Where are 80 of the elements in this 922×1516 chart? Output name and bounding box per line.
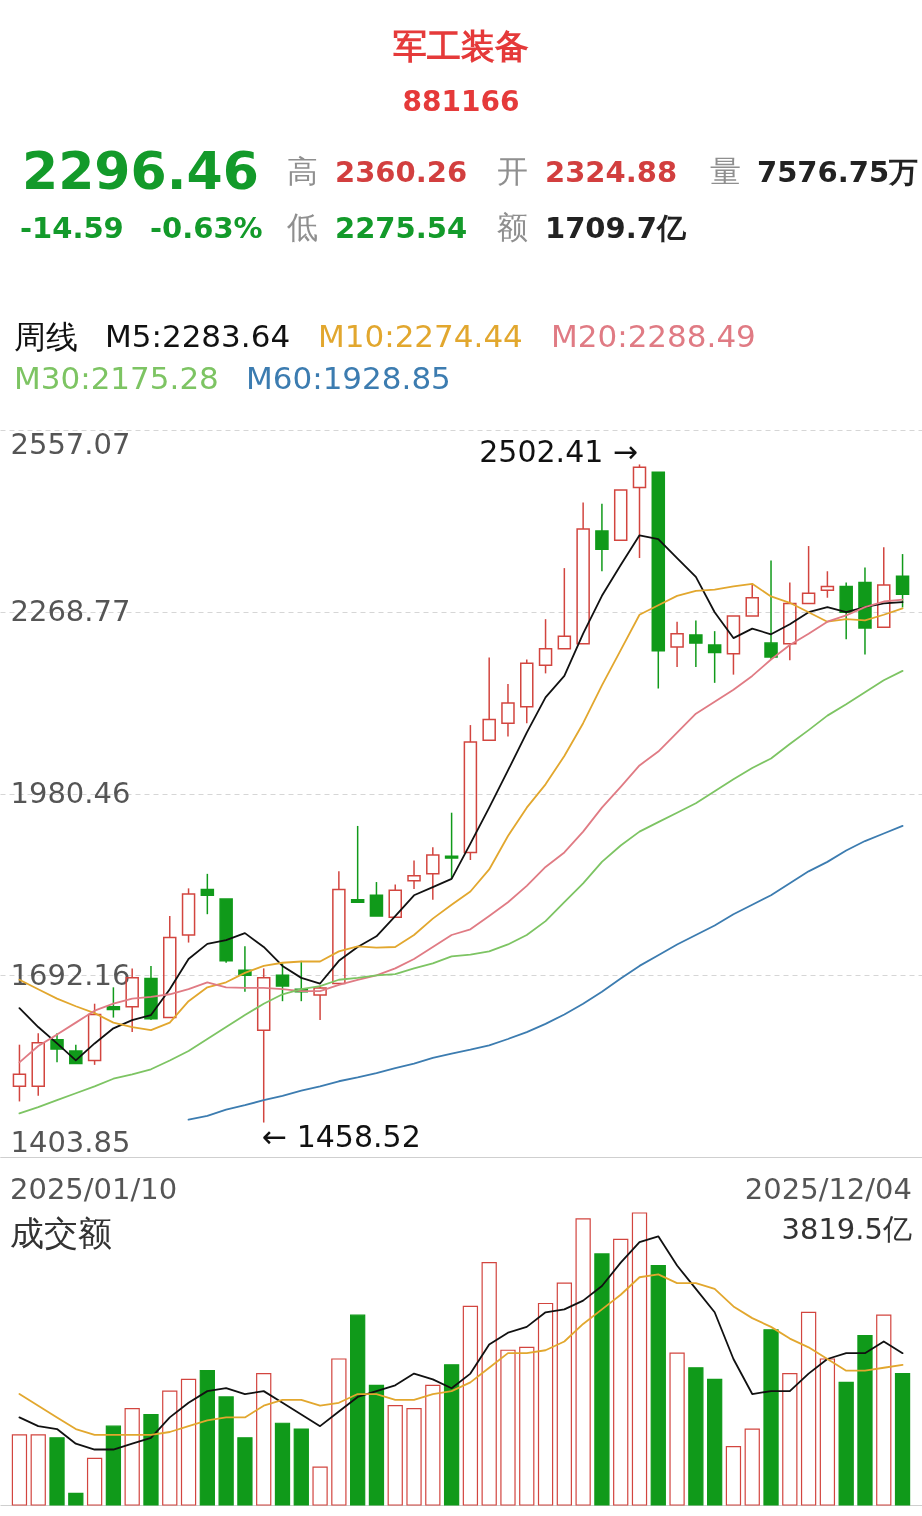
text: M30:2175.28 [14, 360, 219, 396]
bar [556, 1282, 572, 1506]
bar [763, 1329, 779, 1506]
text: 量 [710, 153, 741, 189]
bar [725, 1446, 742, 1506]
text: 7576.75万 [757, 155, 919, 189]
text: 2296.46 [22, 141, 259, 201]
bar [293, 1428, 309, 1506]
text: -14.59 [20, 211, 124, 245]
bar [519, 1346, 535, 1506]
bar [707, 1378, 723, 1506]
y-tick-label: 1403.85 [10, 1124, 131, 1159]
bar [631, 1212, 648, 1506]
bar [462, 1305, 479, 1506]
bar [274, 1422, 291, 1506]
text: 高 [287, 153, 318, 189]
bar [594, 1253, 610, 1506]
chart-title: 军工装备 [393, 26, 529, 66]
bar [443, 1364, 460, 1506]
text: M5:2283.64 [105, 318, 291, 354]
bar [199, 1370, 215, 1506]
bar [838, 1381, 854, 1506]
text: M10:2274.44 [318, 318, 523, 354]
bar [162, 1390, 178, 1506]
bar [218, 1396, 234, 1506]
bar [124, 1408, 140, 1506]
annotation: 2502.41 → [479, 434, 638, 469]
bar [368, 1384, 385, 1506]
bar [537, 1302, 554, 1506]
bar [180, 1378, 197, 1506]
bar [49, 1437, 65, 1506]
bar [876, 1314, 892, 1506]
bar [688, 1367, 704, 1506]
bar [425, 1384, 441, 1506]
text: 2025/12/04 [744, 1172, 912, 1206]
bar [650, 1264, 666, 1506]
bar [819, 1358, 836, 1506]
text: -0.63% [150, 211, 263, 245]
text: 低 [287, 209, 318, 245]
text: 2025/01/10 [10, 1172, 178, 1206]
bar [256, 1373, 272, 1506]
bar [500, 1349, 516, 1506]
text: M60:1928.85 [246, 360, 451, 396]
bar [894, 1373, 911, 1506]
y-tick-label: 1980.46 [10, 776, 131, 810]
annotation: ← 1458.52 [262, 1119, 421, 1154]
bar [350, 1314, 366, 1506]
text: 开 [497, 153, 528, 189]
legend-title: 周线 [14, 318, 78, 356]
bar [744, 1428, 760, 1506]
annotation: 3819.5亿 [781, 1212, 912, 1246]
bar [237, 1437, 253, 1506]
text: 2275.54 [335, 211, 468, 245]
bar [669, 1352, 685, 1506]
bar [406, 1408, 422, 1506]
bar [800, 1311, 817, 1506]
text: 2360.26 [335, 155, 468, 189]
bar [30, 1434, 46, 1506]
bar [312, 1466, 328, 1506]
bar [68, 1492, 84, 1506]
text: 1709.7亿 [545, 211, 687, 245]
chart-title: 成交额 [10, 1213, 112, 1253]
bar [143, 1413, 159, 1506]
bar [857, 1335, 873, 1506]
y-tick-label: 2268.77 [10, 594, 131, 629]
bar [481, 1262, 497, 1506]
bar [11, 1434, 28, 1506]
text: M20:2288.49 [551, 318, 756, 354]
bar [86, 1457, 103, 1506]
chart-subtitle: 881166 [402, 85, 520, 118]
y-tick-label: 2557.07 [10, 426, 131, 461]
bar [105, 1425, 122, 1506]
bar [613, 1238, 629, 1506]
bar [575, 1218, 591, 1506]
bar [782, 1373, 798, 1506]
bar [331, 1358, 347, 1506]
y-tick-label: 1692.16 [10, 957, 131, 992]
text: 2324.88 [545, 155, 678, 189]
text: 额 [497, 209, 528, 245]
bar [387, 1405, 403, 1506]
